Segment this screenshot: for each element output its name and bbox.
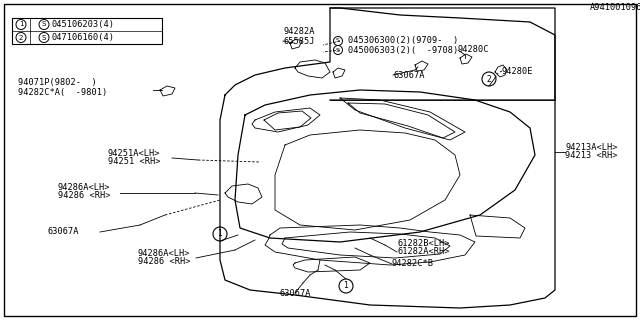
Text: 94286A<LH>: 94286A<LH>	[58, 182, 111, 191]
Bar	[12, 18, 162, 44]
Text: 045106203(4): 045106203(4)	[52, 20, 115, 29]
Text: 94286 <RH>: 94286 <RH>	[138, 258, 191, 267]
Text: A941001096: A941001096	[590, 4, 640, 12]
Text: 1: 1	[218, 229, 222, 238]
Text: 1: 1	[344, 282, 348, 291]
Circle shape	[213, 227, 227, 241]
Text: 94213 <RH>: 94213 <RH>	[565, 150, 618, 159]
Text: 94282A: 94282A	[284, 28, 316, 36]
Text: 94282C*A(  -9801): 94282C*A( -9801)	[18, 87, 108, 97]
Text: 94280C: 94280C	[458, 45, 490, 54]
Text: 61282B<LH>: 61282B<LH>	[397, 239, 449, 249]
Text: 2: 2	[19, 35, 23, 41]
Circle shape	[333, 45, 342, 54]
Text: 94251 <RH>: 94251 <RH>	[108, 157, 161, 166]
Text: 94071P(9802-  ): 94071P(9802- )	[18, 78, 97, 87]
Text: 1: 1	[19, 21, 23, 28]
Text: 63067A: 63067A	[48, 228, 79, 236]
Circle shape	[339, 279, 353, 293]
Text: 045006303(2)(  -9708): 045006303(2)( -9708)	[348, 45, 458, 54]
Text: 61282A<RH>: 61282A<RH>	[397, 247, 449, 257]
Circle shape	[16, 20, 26, 29]
Text: 94280E: 94280E	[502, 67, 534, 76]
Text: 65585J: 65585J	[283, 36, 314, 45]
Text: S: S	[336, 38, 340, 44]
Text: 94213A<LH>: 94213A<LH>	[565, 142, 618, 151]
Text: 94286A<LH>: 94286A<LH>	[138, 250, 191, 259]
Circle shape	[16, 33, 26, 43]
Text: S: S	[42, 35, 46, 41]
Text: 045306300(2)(9709-  ): 045306300(2)(9709- )	[348, 36, 458, 45]
Text: 63067A: 63067A	[279, 289, 311, 298]
Circle shape	[333, 36, 342, 45]
Circle shape	[39, 20, 49, 29]
Text: 94286 <RH>: 94286 <RH>	[58, 190, 111, 199]
Text: 63067A: 63067A	[393, 70, 424, 79]
Text: 047106160(4): 047106160(4)	[52, 33, 115, 42]
Text: 94282C*B: 94282C*B	[392, 260, 434, 268]
Text: S: S	[42, 21, 46, 28]
Text: 94251A<LH>: 94251A<LH>	[108, 149, 161, 158]
Circle shape	[482, 72, 496, 86]
Text: 2: 2	[486, 75, 492, 84]
Circle shape	[39, 33, 49, 43]
Text: S: S	[336, 47, 340, 52]
